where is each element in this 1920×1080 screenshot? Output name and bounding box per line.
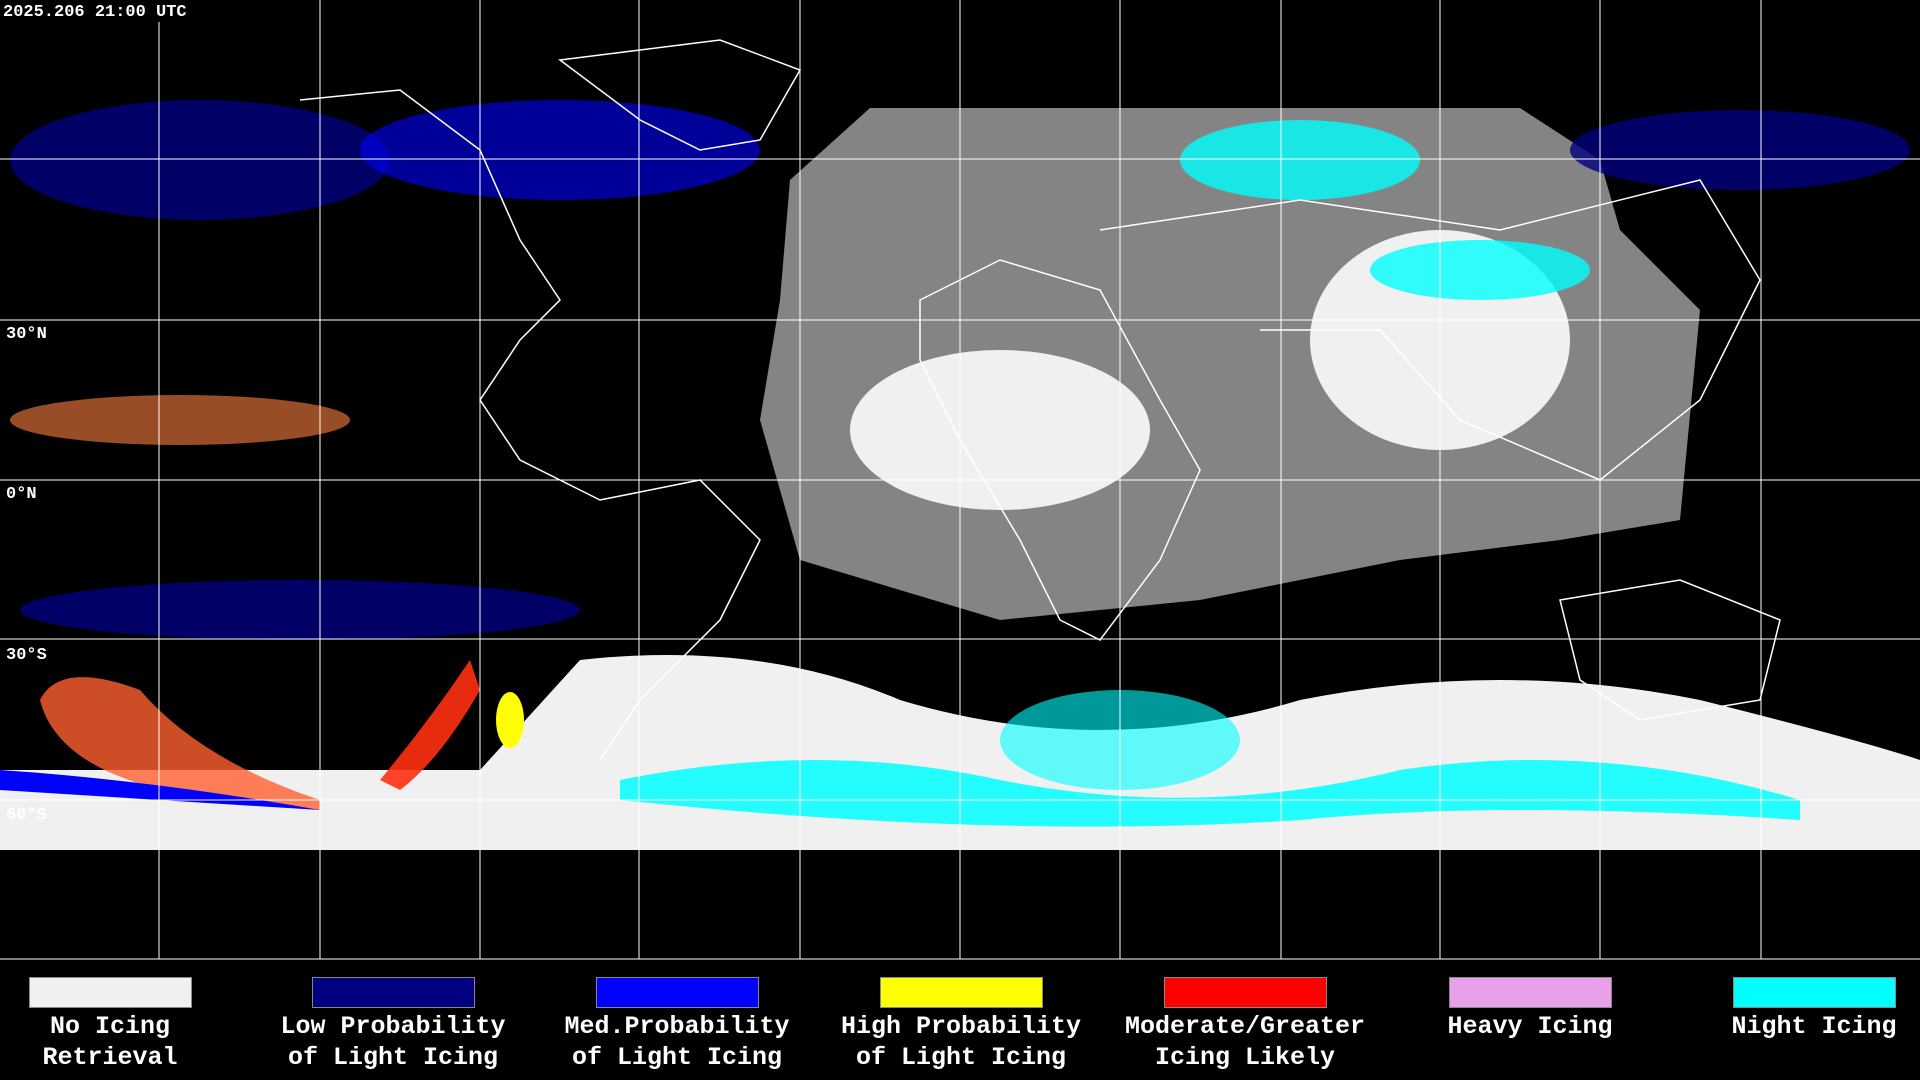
legend-item: No Icing Retrieval (0, 977, 240, 1073)
latitude-label: 30°N (6, 325, 47, 344)
low-icing-area (1570, 110, 1910, 190)
coastline (919, 259, 1201, 641)
legend-item: Med.Probability of Light Icing (547, 977, 807, 1073)
legend-label: Retrieval (42, 1043, 178, 1072)
moderate-icing-area (380, 660, 480, 790)
title-background (0, 0, 220, 22)
high-icing-area (10, 395, 350, 445)
legend-label: of Light Icing (571, 1043, 783, 1072)
moderate-icing-area (40, 677, 320, 810)
graticule (0, 0, 1920, 960)
legend-label: No Icing (49, 1012, 171, 1041)
legend-item: Heavy Icing (1400, 977, 1660, 1042)
legend-swatch (311, 977, 475, 1008)
coastline (1559, 579, 1781, 721)
legend-label: Low Probability (280, 1012, 506, 1041)
latitude-label: 60°S (6, 806, 47, 825)
legend-swatch (879, 977, 1043, 1008)
legend-label: Heavy Icing (1447, 1012, 1613, 1041)
legend-label: of Light Icing (287, 1043, 499, 1072)
legend-label: of Light Icing (855, 1043, 1067, 1072)
legend-label: High Probability (840, 1012, 1082, 1041)
night-icing-area (1370, 240, 1590, 300)
map: 2025.206 21:00 UTC 30°N 0°N 30°S 60°S (0, 0, 1920, 960)
latitude-label: 0°N (6, 485, 37, 504)
med-icing-area (360, 100, 760, 200)
legend-swatch (28, 977, 192, 1008)
legend-swatch (595, 977, 759, 1008)
legend-item: Moderate/Greater Icing Likely (1115, 977, 1375, 1073)
coastline (299, 89, 761, 761)
legend-label: Icing Likely (1154, 1043, 1336, 1072)
high-icing-area (496, 692, 524, 748)
night-icing-area (620, 760, 1800, 827)
legend-swatch (1163, 977, 1327, 1008)
night-icing-area (1180, 120, 1420, 200)
legend-item: Night Icing (1684, 977, 1920, 1042)
coastline (558, 39, 802, 151)
legend-label: Night Icing (1731, 1012, 1897, 1041)
legend-label: Med.Probability (564, 1012, 790, 1041)
legend-swatch (1732, 977, 1896, 1008)
low-icing-area (10, 100, 390, 220)
timestamp: 2025.206 21:00 UTC (3, 3, 187, 22)
coastline (1099, 179, 1761, 481)
legend-item: Low Probability of Light Icing (263, 977, 523, 1073)
low-icing-area (20, 580, 580, 640)
coastlines (299, 39, 1781, 761)
legend: No Icing Retrieval Low Probability of Light… (0, 960, 1920, 1080)
latitude-label: 30°S (6, 646, 47, 665)
legend-swatch (1448, 977, 1612, 1008)
legend-label: Moderate/Greater (1124, 1012, 1366, 1041)
legend-item: High Probability of Light Icing (831, 977, 1091, 1073)
no-icing-area (850, 350, 1150, 510)
